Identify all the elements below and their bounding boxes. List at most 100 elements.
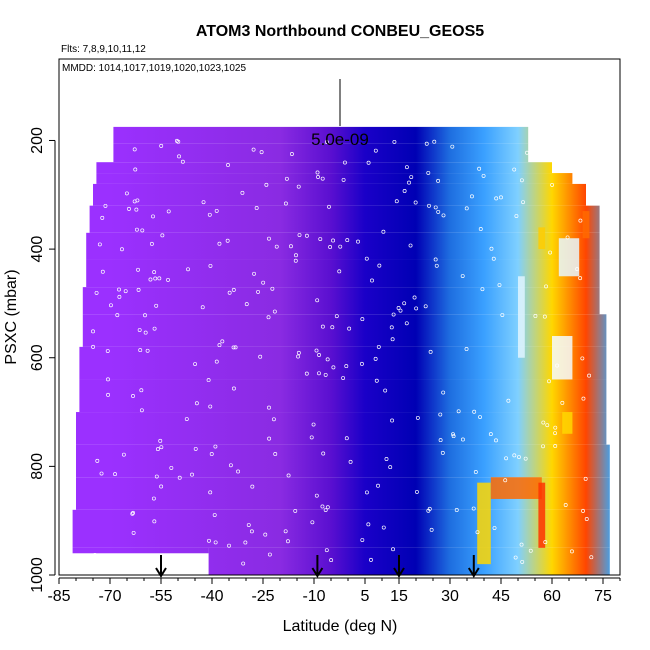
sample-point xyxy=(424,141,429,146)
sample-point xyxy=(412,295,417,300)
sample-point xyxy=(342,160,347,165)
sample-point xyxy=(220,339,225,344)
sample-point xyxy=(503,478,508,483)
sample-point xyxy=(560,400,565,405)
sample-point xyxy=(92,553,97,557)
sample-point xyxy=(259,150,264,155)
sample-point xyxy=(283,529,288,534)
sample-point xyxy=(296,350,301,355)
sample-point xyxy=(460,274,465,278)
sample-point xyxy=(184,417,189,422)
sample-point xyxy=(438,438,443,443)
sample-point xyxy=(289,152,294,156)
sample-point xyxy=(550,182,555,187)
sample-point xyxy=(364,490,369,495)
sample-point xyxy=(124,191,129,196)
sample-point xyxy=(310,520,315,525)
sample-point xyxy=(440,450,445,455)
sample-point xyxy=(475,530,480,535)
sample-point xyxy=(91,329,95,334)
heat-row-3 xyxy=(96,173,573,184)
sample-point xyxy=(127,206,131,211)
sample-point xyxy=(492,526,497,530)
sample-point xyxy=(341,177,346,182)
sample-point xyxy=(366,522,371,527)
sample-point xyxy=(160,233,165,238)
sample-point xyxy=(267,405,271,410)
sample-point xyxy=(139,388,144,393)
sample-point xyxy=(214,208,219,213)
sample-point xyxy=(584,517,589,521)
sample-point xyxy=(169,465,174,470)
sample-point xyxy=(148,277,153,282)
plume-patch-8 xyxy=(552,336,573,380)
sample-point xyxy=(578,218,583,223)
sample-point xyxy=(327,204,331,209)
sample-point xyxy=(264,182,269,187)
sample-point xyxy=(581,508,585,513)
sample-point xyxy=(390,418,395,423)
sample-point xyxy=(533,313,538,318)
sample-point xyxy=(154,303,159,308)
sample-point xyxy=(429,527,434,532)
sample-point xyxy=(231,345,236,350)
sample-point xyxy=(364,256,369,261)
y-tick-label: 200 xyxy=(29,127,46,154)
x-tick-label: -70 xyxy=(98,588,121,605)
sample-point xyxy=(575,267,580,272)
sample-point xyxy=(99,471,104,476)
sample-point xyxy=(589,555,594,560)
sample-point xyxy=(414,306,419,311)
sample-point xyxy=(543,540,548,545)
sample-point xyxy=(344,436,349,441)
sample-point xyxy=(441,390,446,395)
sample-point xyxy=(286,473,291,478)
sample-point xyxy=(225,238,230,243)
sample-point xyxy=(151,214,155,219)
plume-patch-3 xyxy=(582,211,590,239)
sample-point xyxy=(513,555,518,560)
plume-patch-6 xyxy=(538,227,546,250)
sample-point xyxy=(206,378,211,383)
x-tick-label: 60 xyxy=(543,588,561,605)
sample-point xyxy=(145,348,150,353)
sample-point xyxy=(227,290,232,295)
sample-point xyxy=(271,417,276,422)
sample-point xyxy=(136,287,141,292)
sample-point xyxy=(159,143,164,148)
sample-point xyxy=(472,409,477,414)
sample-point xyxy=(186,267,190,272)
sample-point xyxy=(565,235,570,240)
sample-point xyxy=(267,552,272,557)
sample-point xyxy=(132,199,137,204)
sample-point xyxy=(413,200,418,205)
sample-point xyxy=(390,337,395,342)
sample-point xyxy=(324,548,329,553)
y-axis: 200 400 600 800 1000 xyxy=(29,127,56,593)
plot-frame xyxy=(58,58,621,576)
sample-point xyxy=(288,244,293,249)
sample-point xyxy=(414,489,419,494)
sample-point xyxy=(381,229,386,234)
sample-point xyxy=(134,207,139,212)
x-tick-label: -25 xyxy=(251,588,274,605)
sample-point xyxy=(214,359,219,364)
sample-point xyxy=(231,386,236,391)
sample-point xyxy=(263,532,268,537)
sample-point xyxy=(345,238,350,243)
sample-point xyxy=(132,147,137,152)
sample-point xyxy=(497,283,502,287)
sample-point xyxy=(563,503,568,507)
sample-point xyxy=(252,271,256,276)
sample-point xyxy=(426,508,431,513)
sample-point xyxy=(240,190,245,195)
sample-point xyxy=(541,420,546,425)
sample-point xyxy=(106,392,110,397)
sample-point xyxy=(360,317,365,322)
sample-point xyxy=(473,470,478,474)
y-tick-label: 400 xyxy=(29,236,46,263)
sample-point xyxy=(131,510,136,515)
sample-point xyxy=(578,276,583,281)
sample-point xyxy=(331,365,336,370)
